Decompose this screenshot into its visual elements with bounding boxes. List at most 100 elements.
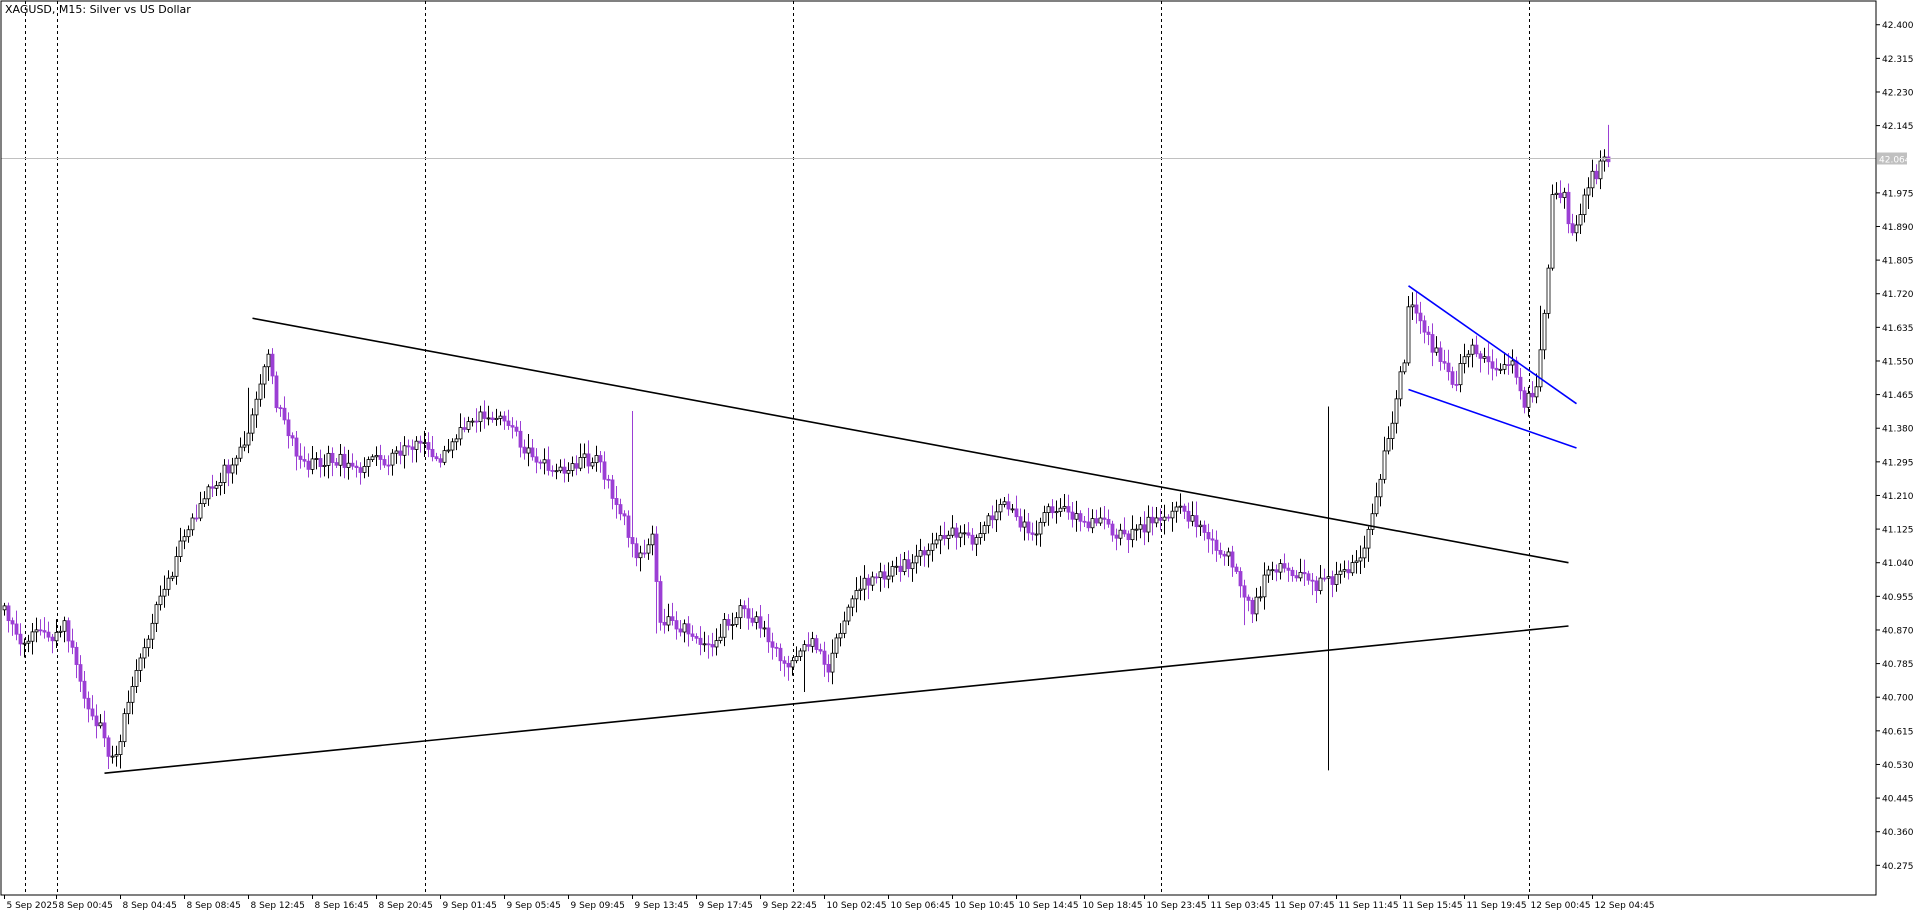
candle xyxy=(490,411,495,423)
candle-body xyxy=(1154,517,1159,524)
candle-body xyxy=(1310,579,1315,582)
y-tick-label: 41.890 xyxy=(1882,223,1914,233)
candle xyxy=(1030,522,1035,541)
candle-body xyxy=(730,624,735,626)
candle xyxy=(158,585,163,611)
candle-body xyxy=(1370,513,1375,530)
candle-body xyxy=(558,466,563,472)
candle xyxy=(1330,570,1335,598)
candle-body xyxy=(862,577,867,590)
candle-body xyxy=(330,452,335,463)
candle xyxy=(506,409,511,430)
candle xyxy=(1050,499,1055,519)
candle xyxy=(342,446,347,479)
candle xyxy=(778,643,783,672)
x-tick-label: 11 Sep 19:45 xyxy=(1467,901,1527,911)
candle-body xyxy=(1462,356,1467,364)
candle-body xyxy=(250,414,255,434)
candle xyxy=(702,631,707,652)
candle-body xyxy=(350,462,355,467)
candle xyxy=(218,472,223,496)
candle xyxy=(310,446,315,475)
candle-body xyxy=(118,741,123,755)
candle-body xyxy=(1594,170,1599,180)
candle xyxy=(762,620,767,638)
candle xyxy=(1418,301,1423,334)
flag-upper-line[interactable] xyxy=(1408,285,1577,405)
candle-body xyxy=(206,486,211,500)
candle-body xyxy=(446,449,451,452)
candle xyxy=(42,617,47,639)
lower-triangle-line[interactable] xyxy=(104,625,1569,774)
candle xyxy=(294,430,299,471)
candle-body xyxy=(318,458,323,467)
candle-body xyxy=(78,664,83,682)
candle xyxy=(1286,562,1291,582)
y-tick-label: 41.295 xyxy=(1882,458,1914,468)
candle-body xyxy=(178,540,183,557)
candle xyxy=(466,416,471,433)
candle xyxy=(1234,563,1239,574)
candle-body xyxy=(1526,392,1531,408)
candle-body xyxy=(958,532,963,538)
candle xyxy=(222,459,227,495)
candle-body xyxy=(666,616,671,626)
candle-body xyxy=(286,419,291,437)
candle-body xyxy=(98,722,103,727)
x-tick-label: 8 Sep 20:45 xyxy=(379,901,433,911)
x-tick-label: 11 Sep 11:45 xyxy=(1339,901,1399,911)
candle xyxy=(1442,349,1447,370)
candle xyxy=(1262,562,1267,610)
upper-triangle-line[interactable] xyxy=(252,317,1569,564)
current-price-label-bg xyxy=(1877,152,1907,165)
price-axis[interactable]: 42.400 42.315 42.230 42.145 41.975 41.890 41.8… xyxy=(1876,21,1914,872)
candle-body xyxy=(378,455,383,460)
candle xyxy=(238,437,243,462)
candle-body xyxy=(1138,524,1143,530)
candle xyxy=(1126,530,1131,553)
candle-body xyxy=(546,459,551,471)
candle-body xyxy=(262,366,267,385)
candle-body xyxy=(1086,521,1091,529)
candle-body xyxy=(1426,331,1431,335)
candle-body xyxy=(826,663,831,673)
candle-body xyxy=(1162,516,1167,521)
candle-body xyxy=(1046,506,1051,513)
candle-body xyxy=(1194,515,1199,528)
candle xyxy=(1358,545,1363,575)
candle xyxy=(802,640,807,692)
candle xyxy=(750,608,755,627)
candle-body xyxy=(1522,390,1527,408)
candle xyxy=(554,463,559,480)
flag-lower-line[interactable] xyxy=(1408,388,1577,449)
candle-body xyxy=(1018,516,1023,528)
candle xyxy=(758,604,763,638)
candle xyxy=(358,462,363,485)
candle xyxy=(14,610,19,641)
candle xyxy=(326,445,331,479)
candle xyxy=(46,621,51,642)
candle xyxy=(866,574,871,600)
time-axis[interactable]: 5 Sep 2025 8 Sep 00:45 8 Sep 04:45 8 Sep 08… xyxy=(4,895,1655,911)
candle xyxy=(1218,542,1223,559)
candle-body xyxy=(26,640,31,644)
candle xyxy=(1510,349,1515,374)
candle xyxy=(58,625,63,638)
candle-body xyxy=(142,647,147,659)
grid-layer xyxy=(25,1,1530,895)
candle-body xyxy=(506,420,511,426)
candle xyxy=(346,449,351,480)
candle xyxy=(774,642,779,657)
trendline-layer[interactable] xyxy=(104,285,1577,774)
x-tick-label: 9 Sep 09:45 xyxy=(571,901,625,911)
y-tick-label: 41.125 xyxy=(1882,526,1914,536)
candle-body xyxy=(990,515,995,521)
candle-layer xyxy=(2,124,1611,771)
candle xyxy=(1390,411,1395,450)
candle xyxy=(798,648,803,662)
candle xyxy=(1114,528,1119,551)
candle xyxy=(1606,124,1611,168)
candle xyxy=(1082,515,1087,527)
